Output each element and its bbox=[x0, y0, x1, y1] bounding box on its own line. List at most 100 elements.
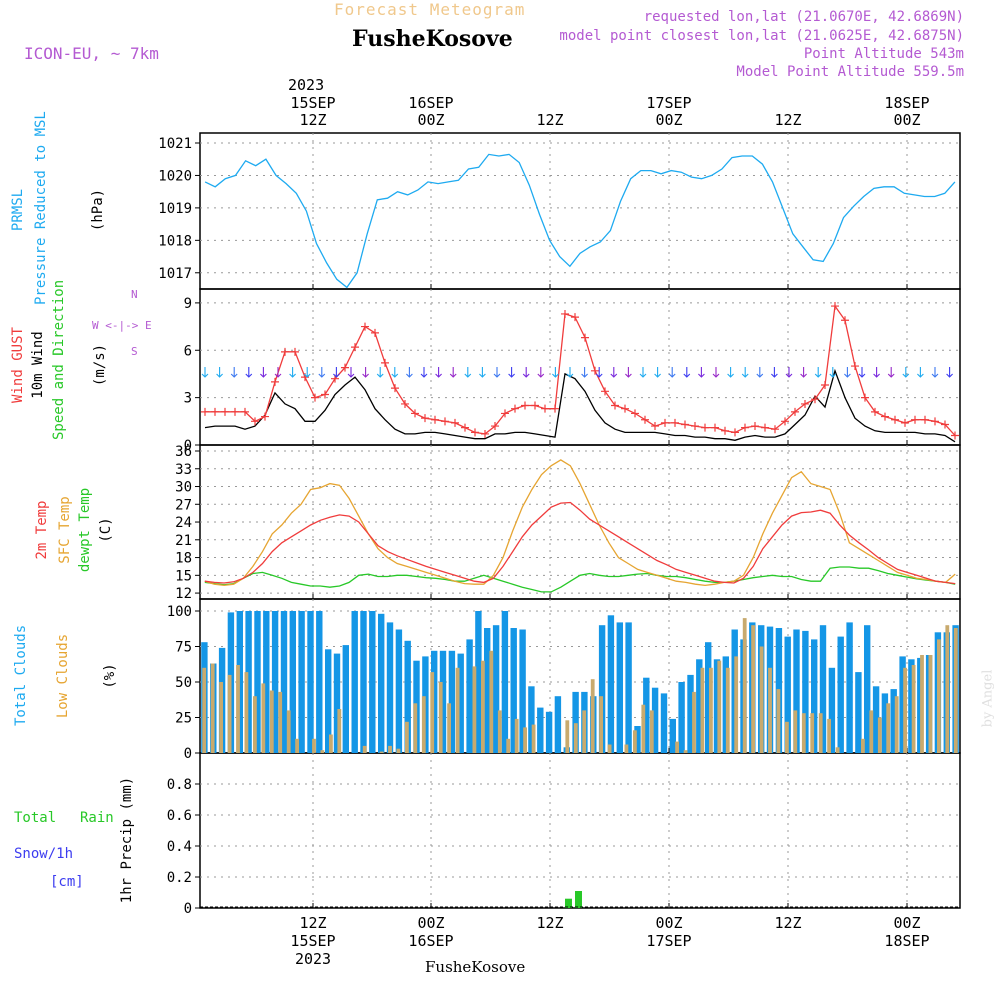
wind-direction-arrow bbox=[274, 367, 282, 378]
gust-marker bbox=[571, 313, 579, 322]
low-cloud-bar bbox=[590, 679, 595, 753]
wind-direction-arrow bbox=[931, 367, 939, 378]
low-cloud-bar bbox=[269, 690, 274, 753]
bottom-time-label: 12Z bbox=[536, 914, 564, 932]
total-cloud-bar bbox=[837, 636, 844, 753]
gust-marker bbox=[311, 393, 319, 402]
gust-marker bbox=[691, 422, 699, 431]
gust-marker bbox=[351, 343, 359, 352]
low-cloud-bar bbox=[481, 660, 485, 753]
gust-marker bbox=[821, 381, 829, 389]
low-cloud-bar bbox=[379, 751, 384, 753]
wind-direction-arrow bbox=[464, 367, 472, 378]
meteogram-title: Forecast Meteogram bbox=[334, 0, 526, 19]
low-cloud-bar bbox=[751, 625, 755, 753]
wind-direction-arrow bbox=[552, 367, 559, 378]
total-cloud-bar bbox=[722, 656, 729, 753]
low-cloud-bar bbox=[835, 747, 840, 753]
gust-marker bbox=[731, 428, 739, 437]
gust-marker bbox=[521, 401, 529, 410]
gust-marker bbox=[801, 399, 809, 408]
point-altitude: Point Altitude 543m bbox=[803, 46, 964, 62]
low-cloud-bar bbox=[903, 667, 907, 753]
low-cloud-bar bbox=[438, 682, 443, 753]
total-cloud-bar bbox=[696, 659, 703, 753]
low-cloud-bar bbox=[447, 703, 451, 753]
low-cloud-bar bbox=[430, 672, 435, 753]
gust-marker bbox=[631, 409, 639, 418]
total-cloud-bar bbox=[572, 691, 579, 753]
wind-direction-arrow bbox=[844, 367, 851, 378]
total-cloud-bar bbox=[404, 640, 411, 753]
total-cloud-bar bbox=[545, 711, 553, 753]
total-cloud-bar bbox=[643, 677, 650, 753]
precip-total-label: Total bbox=[14, 810, 57, 826]
low-cloud-bar bbox=[768, 667, 772, 753]
wind-direction-arrow bbox=[333, 367, 340, 378]
gust-marker bbox=[241, 407, 249, 416]
total-cloud-bar bbox=[484, 628, 491, 753]
wind-direction-arrow bbox=[698, 367, 705, 378]
gust-marker bbox=[581, 333, 589, 342]
low-cloud-bar bbox=[827, 718, 831, 753]
total-cloud-bar bbox=[360, 611, 367, 753]
wind-direction-arrow bbox=[522, 367, 530, 378]
gust-marker bbox=[641, 415, 649, 424]
total-cloud-bar bbox=[298, 611, 305, 753]
total-cloud-bar bbox=[510, 628, 517, 753]
gust-marker bbox=[761, 423, 769, 432]
y-tick-label: 15 bbox=[175, 568, 192, 584]
total-cloud-bar bbox=[908, 659, 915, 753]
low-cloud-bar bbox=[278, 691, 283, 753]
gust-marker bbox=[861, 393, 869, 402]
low-cloud-bar bbox=[709, 667, 713, 753]
pressure-line bbox=[204, 153, 956, 289]
gust-marker bbox=[751, 422, 759, 431]
total-cloud-bar bbox=[280, 611, 288, 753]
bottom-time-label: 2023 bbox=[294, 950, 332, 968]
wind-direction-arrow bbox=[216, 367, 223, 378]
total-cloud-bar bbox=[378, 613, 385, 753]
y-tick-label: 1021 bbox=[158, 136, 192, 152]
total-cloud-bar bbox=[271, 611, 279, 753]
model-name: ICON-EU, ~ 7km bbox=[24, 44, 159, 63]
y-tick-label: 33 bbox=[175, 462, 192, 478]
gust-marker bbox=[621, 404, 629, 413]
total-cloud-bar bbox=[316, 611, 323, 753]
gust-marker bbox=[911, 415, 919, 424]
total-cloud-bar bbox=[846, 622, 853, 753]
gust-marker bbox=[251, 417, 259, 426]
wind-direction-arrow bbox=[771, 367, 778, 378]
low-cloud-bar bbox=[928, 655, 933, 753]
total-cloud-bar bbox=[289, 611, 296, 753]
low-cloud-bar bbox=[675, 741, 679, 753]
gust-marker bbox=[431, 415, 439, 424]
gust-marker bbox=[531, 401, 539, 410]
wind-direction-arrow bbox=[756, 367, 764, 378]
total-cloud-bar bbox=[325, 649, 332, 753]
y-tick-label: 0.2 bbox=[167, 870, 192, 886]
wind-speed-line bbox=[204, 368, 956, 443]
y-tick-label: 0.4 bbox=[167, 839, 192, 855]
precip-snow-label: Snow/1h bbox=[14, 846, 74, 862]
bottom-time-label: 00Z bbox=[655, 914, 683, 932]
wind-direction-arrow bbox=[581, 367, 588, 378]
total-cloud-bar bbox=[554, 696, 562, 753]
total-cloud-bar bbox=[855, 672, 862, 753]
gust-marker bbox=[771, 425, 779, 434]
total-cloud-bar bbox=[669, 718, 676, 753]
gust-marker bbox=[371, 328, 379, 337]
gust-marker bbox=[951, 431, 959, 440]
wind-direction-arrow bbox=[230, 367, 238, 378]
low-cloud-bar bbox=[362, 745, 367, 753]
top-time-label: 00Z bbox=[655, 111, 683, 129]
total-cloud-bar bbox=[793, 629, 800, 753]
wind-direction-arrow bbox=[887, 367, 895, 378]
low-cloud-bar bbox=[253, 696, 257, 753]
rain-bar bbox=[575, 891, 582, 908]
rain-bar bbox=[565, 898, 572, 908]
gust-marker bbox=[341, 363, 349, 372]
total-cloud-bar bbox=[245, 611, 252, 753]
total-cloud-bar bbox=[386, 622, 394, 753]
